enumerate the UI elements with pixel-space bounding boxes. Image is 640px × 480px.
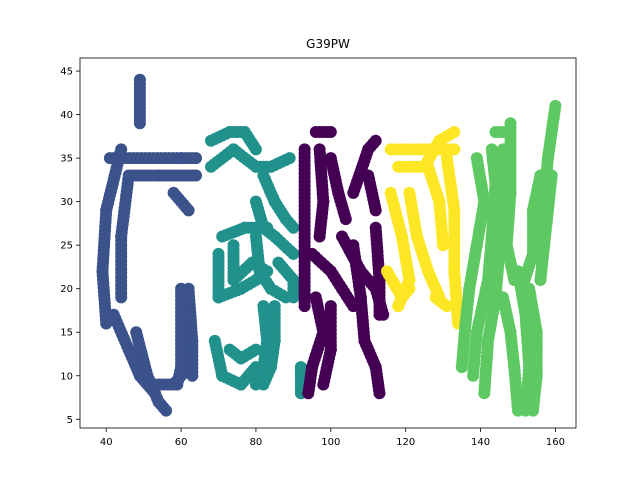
scatter-point: [373, 387, 386, 400]
x-axis-ticks: 40 60 80 100 120 140 160: [100, 428, 565, 448]
series-2: [298, 126, 390, 400]
x-tick-label: 40: [100, 437, 113, 448]
scatter-point: [186, 369, 199, 382]
x-tick-label: 120: [396, 437, 415, 448]
scatter-point: [373, 308, 386, 321]
scatter-point: [249, 361, 262, 374]
scatter-point: [100, 317, 113, 330]
y-tick-label: 45: [60, 67, 73, 78]
scatter-point: [190, 169, 202, 182]
x-tick-label: 160: [546, 437, 565, 448]
scatter-point: [160, 404, 173, 417]
series-4: [455, 99, 562, 417]
scatter-point: [467, 369, 480, 382]
scatter-point: [257, 378, 270, 391]
y-tick-label: 10: [60, 371, 73, 382]
y-tick-label: 35: [60, 154, 73, 165]
scatter-point: [478, 387, 491, 400]
scatter-point: [448, 126, 461, 138]
y-axis-ticks: 5 10 15 20 25 30 35 40 45: [60, 67, 80, 426]
scatter-point: [339, 213, 352, 226]
y-tick-label: 25: [60, 241, 73, 252]
scatter-point: [324, 126, 337, 138]
scatter-point: [249, 143, 262, 156]
x-tick-label: 140: [471, 437, 490, 448]
scatter-point: [440, 300, 453, 313]
scatter-point: [171, 378, 184, 391]
scatter-point: [133, 117, 146, 130]
scatter-point: [369, 134, 382, 147]
series-3: [381, 126, 465, 330]
x-tick-label: 80: [250, 437, 263, 448]
scatter-point: [369, 204, 382, 217]
scatter-point: [549, 99, 562, 112]
x-tick-label: 100: [321, 437, 340, 448]
scatter-point: [287, 221, 300, 234]
scatter-point: [182, 204, 195, 217]
axes-frame: [79, 57, 577, 429]
scatter-point: [287, 291, 300, 304]
scatter-point: [190, 152, 202, 165]
y-tick-label: 20: [60, 284, 73, 295]
y-tick-label: 40: [60, 110, 73, 121]
x-tick-label: 60: [175, 437, 188, 448]
scatter-point: [455, 361, 468, 374]
scatter-point: [317, 378, 330, 391]
series-1: [205, 126, 307, 400]
scatter-point: [261, 221, 274, 234]
scatter-point: [249, 343, 262, 356]
scatter-point: [115, 291, 128, 304]
chart-title: G39PW: [306, 37, 350, 51]
series-0: [96, 73, 202, 417]
scatter-point: [437, 239, 450, 252]
y-tick-label: 15: [60, 328, 73, 339]
scatter-point: [448, 143, 461, 156]
scatter-point: [527, 404, 539, 417]
y-tick-label: 5: [67, 415, 73, 426]
scatter-point: [283, 152, 296, 165]
scatter-point: [298, 300, 311, 313]
scatter-point: [302, 387, 315, 400]
points-layer: [96, 73, 562, 417]
scatter-point: [313, 230, 326, 243]
scatter-point: [545, 169, 558, 182]
scatter-point: [403, 282, 416, 295]
y-tick-label: 30: [60, 197, 73, 208]
scatter-point: [287, 247, 300, 260]
